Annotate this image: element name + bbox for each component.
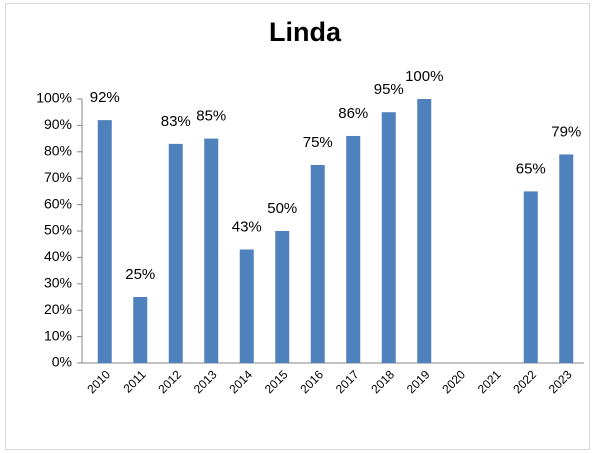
data-label: 92% — [90, 89, 120, 106]
data-label: 95% — [374, 81, 404, 98]
bar — [417, 99, 432, 363]
bar — [133, 297, 148, 363]
data-label: 75% — [303, 134, 333, 151]
y-tick-label: 60% — [44, 195, 72, 211]
y-tick-label: 70% — [44, 169, 72, 185]
y-tick-label: 50% — [44, 222, 72, 238]
bar — [346, 135, 361, 363]
data-label: 85% — [196, 108, 226, 125]
y-tick-label: 90% — [44, 116, 72, 132]
bar — [97, 120, 112, 364]
data-label: 86% — [338, 105, 368, 122]
y-tick-label: 100% — [36, 90, 72, 106]
data-label: 50% — [267, 200, 297, 217]
bar — [275, 231, 290, 363]
bar — [239, 249, 254, 363]
y-tick-label: 0% — [52, 354, 72, 370]
data-label: 25% — [125, 266, 155, 283]
data-label: 43% — [232, 218, 262, 235]
data-label: 83% — [161, 113, 191, 130]
bar — [204, 138, 219, 363]
y-tick-label: 30% — [44, 275, 72, 291]
chart-title: Linda — [269, 17, 342, 47]
y-tick-label: 80% — [44, 143, 72, 159]
y-tick-label: 10% — [44, 327, 72, 343]
data-label: 65% — [516, 160, 546, 177]
bar — [559, 154, 574, 363]
data-label: 79% — [551, 123, 581, 140]
bar — [523, 191, 538, 363]
bar — [168, 143, 183, 363]
bar — [310, 165, 325, 363]
y-tick-label: 40% — [44, 248, 72, 264]
data-label: 100% — [405, 68, 443, 85]
y-tick-label: 20% — [44, 301, 72, 317]
bar — [381, 112, 396, 363]
